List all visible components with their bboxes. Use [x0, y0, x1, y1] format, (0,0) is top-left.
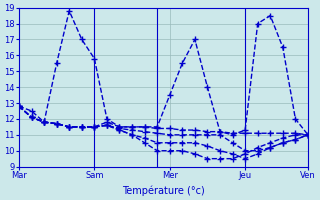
- X-axis label: Température (°c): Température (°c): [122, 185, 205, 196]
